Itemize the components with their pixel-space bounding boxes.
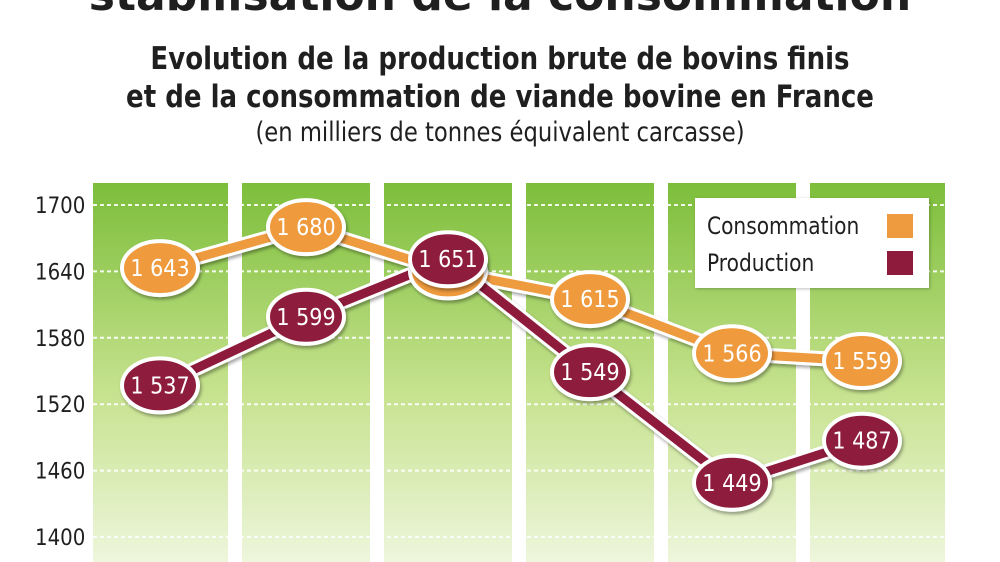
y-tick-label: 1640	[35, 260, 85, 285]
data-label: 1 643	[130, 256, 189, 282]
data-point-consommation: 1 566	[692, 324, 772, 383]
legend-label-production: Production	[707, 249, 815, 277]
data-point-production: 1 549	[550, 343, 630, 402]
data-label: 1 615	[560, 287, 619, 313]
y-tick-label: 1460	[35, 460, 85, 485]
data-point-production: 1 449	[692, 453, 772, 512]
chart-title: Evolution de la production brute de bovi…	[150, 41, 850, 77]
data-label: 1 566	[702, 341, 761, 367]
legend-label-consommation: Consommation	[707, 212, 860, 240]
y-tick-label: 1700	[35, 194, 85, 219]
data-point-production: 1 599	[266, 287, 346, 346]
legend-swatch-consommation	[887, 214, 913, 238]
data-label: 1 559	[832, 349, 891, 375]
data-point-consommation: 1 615	[550, 270, 630, 329]
data-point-production: 1 537	[120, 356, 200, 415]
legend: Consommation Production	[695, 198, 929, 288]
y-tick-label: 1400	[35, 526, 85, 551]
chart-titles: Evolution de la production brute de bovi…	[0, 40, 1000, 150]
chart-title-line2: et de la consommation de viande bovine e…	[126, 79, 874, 115]
data-label: 1 599	[276, 305, 335, 331]
data-point-consommation: 1 559	[822, 332, 902, 391]
chart-subtitle: (en milliers de tonnes équivalent carcas…	[255, 117, 745, 148]
data-label: 1 487	[832, 429, 891, 455]
data-point-consommation: 1 643	[120, 239, 200, 298]
data-label: 1 449	[702, 471, 761, 497]
data-label: 1 537	[130, 373, 189, 399]
y-axis: 1400 1460 1520 1580 1640 1700	[35, 194, 85, 551]
data-label: 1 680	[276, 215, 335, 241]
legend-item-production: Production	[707, 248, 917, 278]
data-label: 1 651	[418, 247, 477, 273]
headline-partial: stabilisation de la consommation	[0, 0, 1000, 21]
data-point-production: 1 487	[822, 411, 902, 470]
data-point-production: 1 651	[408, 230, 488, 289]
legend-swatch-production	[887, 251, 913, 275]
y-tick-label: 1520	[35, 393, 85, 418]
data-point-consommation: 1 680	[266, 198, 346, 257]
legend-item-consommation: Consommation	[707, 211, 917, 241]
data-label: 1 549	[560, 360, 619, 386]
y-tick-label: 1580	[35, 327, 85, 352]
